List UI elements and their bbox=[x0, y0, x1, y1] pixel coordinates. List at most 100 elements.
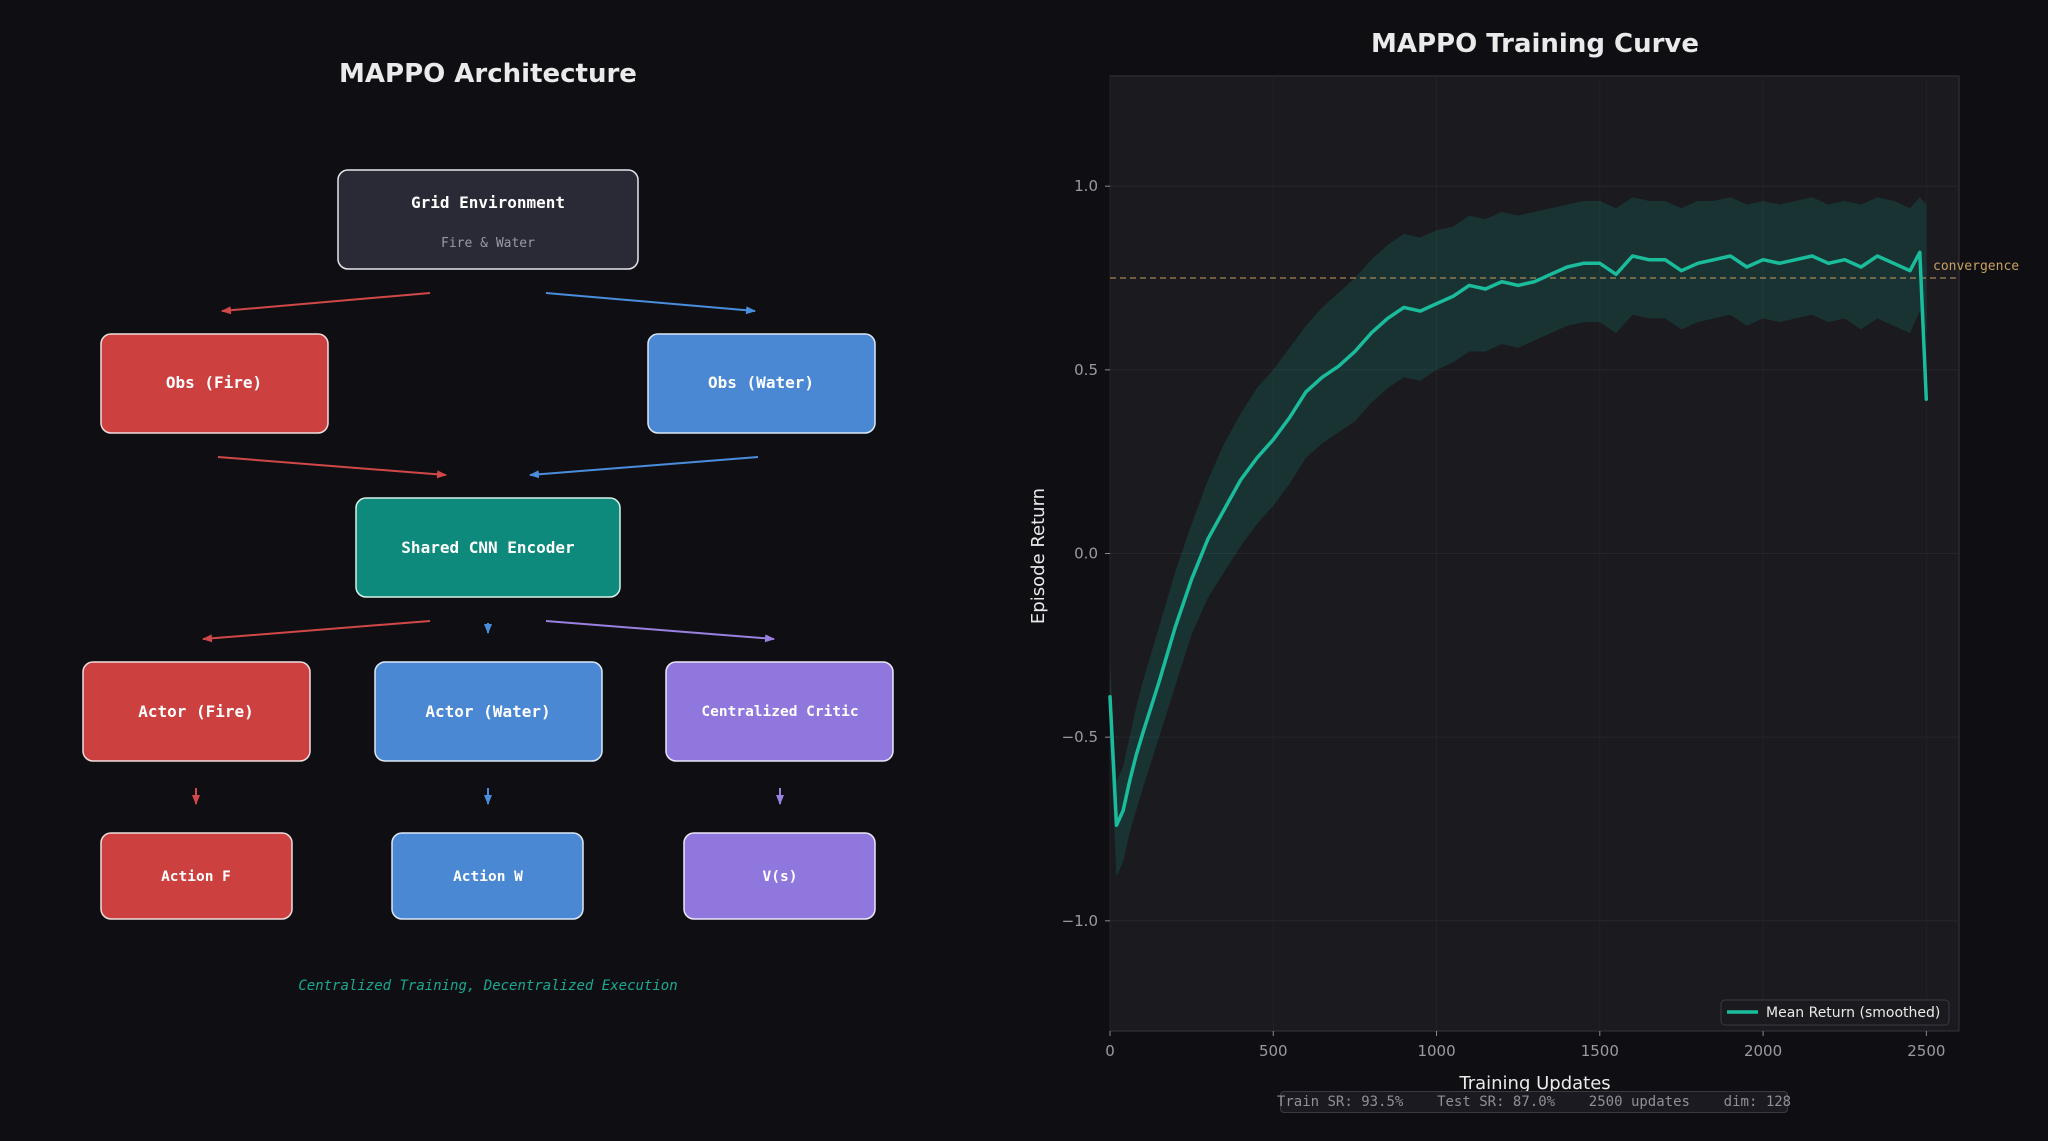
variance-band-area bbox=[1110, 197, 1927, 877]
data-point bbox=[1240, 479, 1242, 481]
data-point bbox=[1746, 266, 1748, 268]
data-point bbox=[1272, 439, 1274, 441]
data-point bbox=[1135, 755, 1137, 756]
data-point bbox=[1827, 262, 1829, 264]
arrow-obs-fire-to-encoder bbox=[217, 456, 447, 479]
obs-fire-label: Obs (Fire) bbox=[166, 373, 262, 392]
x-tick-label: 2000 bbox=[1744, 1042, 1782, 1060]
data-point bbox=[1729, 255, 1731, 257]
data-point bbox=[1795, 259, 1797, 261]
node-shared-cnn-encoder: Shared CNN Encoder bbox=[355, 497, 621, 598]
data-point bbox=[1909, 270, 1911, 272]
y-tick-label: −0.5 bbox=[1062, 728, 1098, 746]
axis-ticks: −1.0 −0.5 0.0 0.5 1.0 0 500 1000 1500 2000 2500 bbox=[1062, 177, 1946, 1060]
node-obs-water: Obs (Water) bbox=[647, 333, 876, 434]
data-point bbox=[1680, 270, 1682, 272]
arrow-obs-water-to-encoder bbox=[529, 456, 759, 479]
arrow-env-to-obs-water bbox=[545, 292, 756, 315]
data-point bbox=[1174, 626, 1176, 628]
data-point bbox=[1191, 578, 1193, 580]
node-centralized-critic: Centralized Critic bbox=[665, 661, 894, 762]
y-tick-label: 1.0 bbox=[1074, 177, 1098, 195]
data-point bbox=[1583, 262, 1584, 264]
shared-cnn-encoder-label: Shared CNN Encoder bbox=[401, 538, 574, 557]
data-point bbox=[1338, 365, 1340, 367]
node-obs-fire: Obs (Fire) bbox=[100, 333, 329, 434]
x-tick-label: 1000 bbox=[1417, 1042, 1455, 1060]
data-point bbox=[1778, 262, 1780, 264]
data-point bbox=[1893, 262, 1895, 264]
data-point bbox=[1925, 398, 1927, 400]
legend-entry: Mean Return (smoothed) bbox=[1766, 1005, 1940, 1021]
node-grid-environment: Grid Environment Fire & Water bbox=[337, 169, 639, 270]
node-actor-fire: Actor (Fire) bbox=[82, 661, 311, 762]
data-point bbox=[1452, 295, 1454, 297]
data-point bbox=[1534, 281, 1535, 283]
actor-fire-label: Actor (Fire) bbox=[138, 702, 254, 721]
obs-water-label: Obs (Water) bbox=[708, 373, 814, 392]
data-point bbox=[1116, 824, 1117, 826]
data-point bbox=[1256, 457, 1258, 459]
data-point bbox=[1321, 376, 1323, 378]
data-point bbox=[1615, 273, 1617, 275]
data-point bbox=[1122, 810, 1124, 812]
data-point bbox=[1468, 284, 1470, 286]
train-sr: Train SR: 93.5% bbox=[1276, 1094, 1404, 1110]
node-actor-water: Actor (Water) bbox=[374, 661, 603, 762]
data-point bbox=[1305, 391, 1307, 393]
data-point bbox=[1664, 259, 1666, 261]
arrow-env-to-obs-fire bbox=[221, 292, 431, 315]
x-tick-label: 1500 bbox=[1581, 1042, 1619, 1060]
data-point bbox=[1387, 317, 1389, 319]
action-f-label: Action F bbox=[161, 869, 231, 885]
data-point bbox=[1632, 255, 1633, 257]
centralized-critic-label: Centralized Critic bbox=[701, 704, 858, 720]
data-point bbox=[1697, 262, 1699, 264]
data-point bbox=[1517, 284, 1519, 286]
data-point bbox=[1289, 417, 1291, 419]
series-layer bbox=[1108, 250, 1929, 828]
chart-title: MAPPO Training Curve bbox=[1371, 29, 1699, 59]
data-point bbox=[1403, 306, 1405, 308]
updates-count: 2500 updates bbox=[1588, 1094, 1690, 1110]
x-tick-label: 500 bbox=[1259, 1042, 1288, 1060]
y-tick-label: 0.5 bbox=[1074, 361, 1098, 379]
data-point bbox=[1436, 303, 1437, 305]
y-tick-label: −1.0 bbox=[1062, 912, 1098, 930]
data-point bbox=[1501, 281, 1503, 283]
data-point bbox=[1158, 681, 1160, 683]
node-value: V(s) bbox=[683, 832, 876, 920]
data-point bbox=[1811, 255, 1813, 257]
value-label: V(s) bbox=[763, 869, 798, 885]
diagram-caption: Centralized Training, Decentralized Exec… bbox=[298, 978, 677, 994]
architecture-diagram: MAPPO Architecture Grid Environment Fire… bbox=[82, 59, 894, 994]
data-point bbox=[1207, 538, 1209, 540]
node-action-w: Action W bbox=[391, 832, 584, 920]
stats-bar: Train SR: 93.5% Test SR: 87.0% 2500 upda… bbox=[1276, 1091, 1791, 1113]
actor-water-label: Actor (Water) bbox=[425, 702, 550, 721]
grid-environment-sublabel: Fire & Water bbox=[441, 236, 535, 251]
data-point bbox=[1566, 266, 1568, 268]
grid-lines bbox=[1109, 76, 1959, 1031]
node-action-f: Action F bbox=[100, 832, 293, 920]
diagram-title: MAPPO Architecture bbox=[339, 59, 637, 89]
action-w-label: Action W bbox=[453, 869, 523, 885]
legend: Mean Return (smoothed) bbox=[1720, 999, 1950, 1026]
data-point bbox=[1223, 508, 1225, 510]
convergence-reference: convergence bbox=[1110, 259, 2019, 279]
arrow-encoder-to-actor-fire bbox=[202, 620, 431, 643]
x-axis-label: Training Updates bbox=[1458, 1073, 1610, 1094]
data-point bbox=[1550, 273, 1552, 275]
y-axis-label: Episode Return bbox=[1028, 488, 1049, 624]
data-point bbox=[1844, 259, 1846, 261]
x-tick-label: 0 bbox=[1105, 1042, 1115, 1060]
y-tick-label: 0.0 bbox=[1074, 545, 1098, 563]
arrow-encoder-to-critic bbox=[545, 620, 775, 643]
data-point bbox=[1109, 696, 1111, 698]
legend-box bbox=[1720, 999, 1950, 1026]
x-tick-label: 2500 bbox=[1907, 1042, 1945, 1060]
data-point bbox=[1354, 351, 1356, 352]
data-point bbox=[1129, 780, 1131, 782]
data-point bbox=[1648, 259, 1650, 261]
